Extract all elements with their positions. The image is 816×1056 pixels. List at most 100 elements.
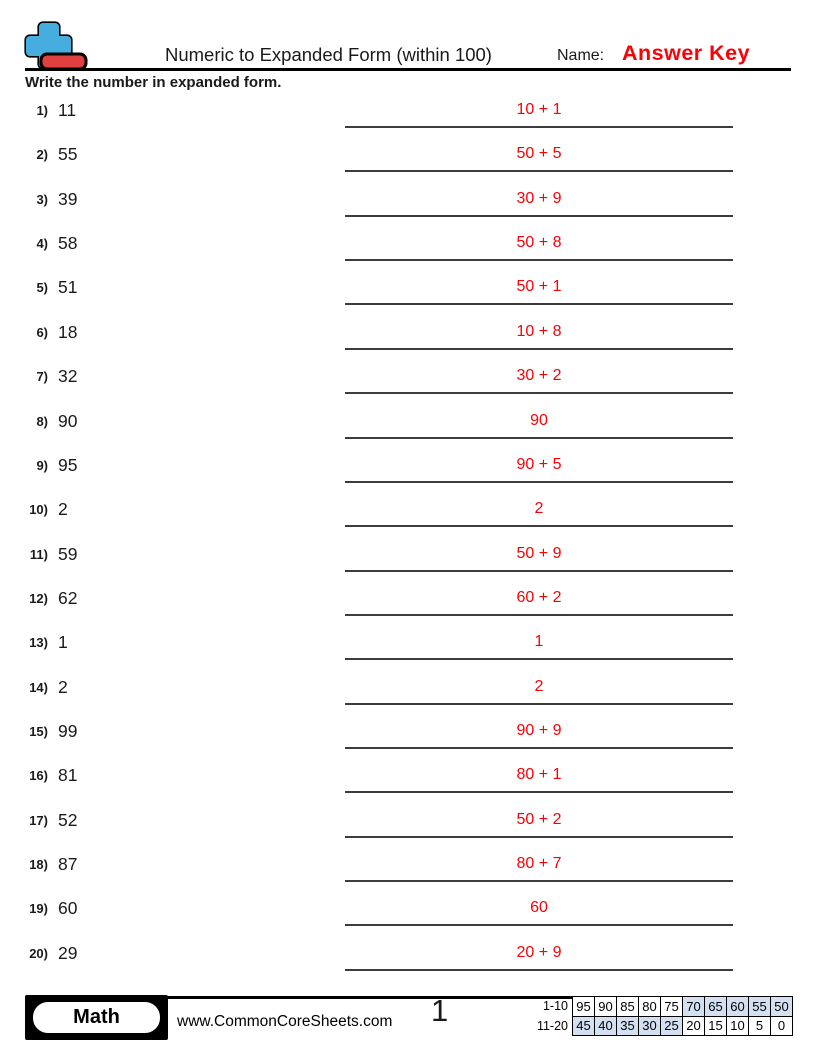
score-cell: 30 bbox=[638, 1015, 661, 1036]
page-number: 1 bbox=[431, 993, 449, 1028]
answer-text: 50 + 9 bbox=[516, 544, 562, 562]
score-cell: 35 bbox=[616, 1015, 639, 1036]
score-cell: 70 bbox=[682, 996, 705, 1017]
problem-row: 9) 95 90 + 5 bbox=[0, 451, 816, 495]
answer-line bbox=[345, 480, 733, 483]
score-cell: 40 bbox=[594, 1015, 617, 1036]
score-cell: 20 bbox=[682, 1015, 705, 1036]
subject-badge-label: Math bbox=[31, 1000, 162, 1035]
problem-number: 8) bbox=[36, 413, 48, 429]
answer-text: 90 bbox=[530, 411, 548, 429]
answer-text: 10 + 8 bbox=[516, 322, 562, 340]
answer-text: 1 bbox=[534, 633, 544, 651]
problem-number: 11) bbox=[29, 546, 48, 562]
answer-text: 90 + 5 bbox=[516, 455, 562, 473]
score-cell: 15 bbox=[704, 1015, 727, 1036]
score-cell: 60 bbox=[726, 996, 749, 1017]
problem-number: 3) bbox=[36, 191, 48, 207]
problem-row: 3) 39 30 + 9 bbox=[0, 185, 816, 229]
answer-text: 2 bbox=[534, 677, 544, 695]
problem-number: 12) bbox=[29, 590, 48, 606]
problem-number: 10) bbox=[29, 502, 48, 518]
answer-line bbox=[345, 214, 733, 217]
problem-row: 13) 1 1 bbox=[0, 628, 816, 672]
answer-line bbox=[345, 747, 733, 750]
plus-minus-logo-icon bbox=[24, 21, 90, 78]
score-cell: 55 bbox=[748, 996, 771, 1017]
answer-text: 80 + 1 bbox=[516, 766, 562, 784]
answer-text: 50 + 1 bbox=[516, 278, 562, 296]
problem-row: 8) 90 90 bbox=[0, 407, 816, 451]
answer-line bbox=[345, 569, 733, 572]
answer-text: 30 + 2 bbox=[516, 367, 562, 385]
problem-number: 9) bbox=[36, 457, 48, 473]
problem-question: 60 bbox=[58, 898, 78, 919]
name-label: Name: bbox=[557, 47, 605, 64]
answer-line bbox=[345, 791, 733, 794]
answer-text: 10 + 1 bbox=[516, 101, 562, 118]
problem-row: 12) 62 60 + 2 bbox=[0, 584, 816, 628]
problem-question: 52 bbox=[58, 809, 78, 830]
answer-line bbox=[345, 658, 733, 661]
answer-text: 50 + 8 bbox=[516, 234, 562, 252]
answer-line bbox=[345, 880, 733, 883]
problem-row: 10) 2 2 bbox=[0, 495, 816, 539]
problem-question: 29 bbox=[58, 942, 78, 963]
problem-row: 5) 51 50 + 1 bbox=[0, 273, 816, 317]
answer-line bbox=[345, 392, 733, 395]
answer-text: 50 + 5 bbox=[516, 145, 562, 163]
problem-number: 6) bbox=[36, 324, 48, 340]
footer-divider bbox=[25, 996, 792, 999]
problem-row: 14) 2 2 bbox=[0, 673, 816, 717]
answer-line bbox=[345, 613, 733, 616]
plus-minus-icon bbox=[24, 21, 88, 71]
score-table: 1-10 95 90 85 80 75 70 65 60 55 50 11-20 45 40 35 30 25 2… bbox=[537, 996, 793, 1036]
answer-line bbox=[345, 347, 733, 350]
answer-line bbox=[345, 303, 733, 306]
score-cell: 10 bbox=[726, 1015, 749, 1036]
problem-row: 19) 60 60 bbox=[0, 894, 816, 938]
answer-line bbox=[345, 835, 733, 838]
answer-line bbox=[345, 968, 733, 971]
score-cell: 75 bbox=[660, 996, 683, 1017]
score-cell: 25 bbox=[660, 1015, 683, 1036]
problem-question: 58 bbox=[58, 233, 78, 254]
answer-line bbox=[345, 702, 733, 705]
problem-question: 1 bbox=[58, 632, 68, 653]
score-cell: 85 bbox=[616, 996, 639, 1017]
problem-question: 81 bbox=[58, 765, 78, 786]
problem-row: 1) 11 10 + 1 bbox=[0, 96, 816, 140]
problem-row: 16) 81 80 + 1 bbox=[0, 761, 816, 805]
problem-question: 62 bbox=[58, 587, 78, 608]
problem-number: 17) bbox=[29, 812, 48, 828]
problem-row: 18) 87 80 + 7 bbox=[0, 850, 816, 894]
problem-number: 5) bbox=[36, 280, 48, 296]
problem-question: 39 bbox=[58, 188, 78, 209]
problem-number: 18) bbox=[29, 857, 48, 873]
score-cell: 65 bbox=[704, 996, 727, 1017]
score-cell: 45 bbox=[572, 1015, 595, 1036]
problem-question: 55 bbox=[58, 144, 78, 165]
problem-number: 2) bbox=[36, 147, 48, 163]
problem-number: 13) bbox=[29, 635, 48, 651]
problem-row: 20) 29 20 + 9 bbox=[0, 939, 816, 983]
problem-question: 2 bbox=[58, 499, 68, 520]
score-range-label: 11-20 bbox=[536, 1018, 568, 1033]
problem-question: 87 bbox=[58, 854, 78, 875]
answer-line bbox=[345, 126, 733, 128]
problem-number: 15) bbox=[29, 724, 48, 740]
subject-badge: Math bbox=[25, 995, 168, 1040]
problem-row: 7) 32 30 + 2 bbox=[0, 362, 816, 406]
problem-row: 2) 55 50 + 5 bbox=[0, 140, 816, 184]
answer-text: 60 bbox=[530, 899, 548, 917]
score-cell: 80 bbox=[638, 996, 661, 1017]
problem-number: 4) bbox=[36, 236, 48, 252]
score-cell: 95 bbox=[572, 996, 595, 1017]
problems-list: 1) 11 10 + 1 2) 55 50 + 5 3) 39 30 + 9 4… bbox=[0, 96, 816, 983]
answer-text: 60 + 2 bbox=[516, 588, 562, 606]
problem-row: 15) 99 90 + 9 bbox=[0, 717, 816, 761]
answer-text: 30 + 9 bbox=[516, 189, 562, 207]
answer-line bbox=[345, 924, 733, 927]
problem-row: 17) 52 50 + 2 bbox=[0, 806, 816, 850]
